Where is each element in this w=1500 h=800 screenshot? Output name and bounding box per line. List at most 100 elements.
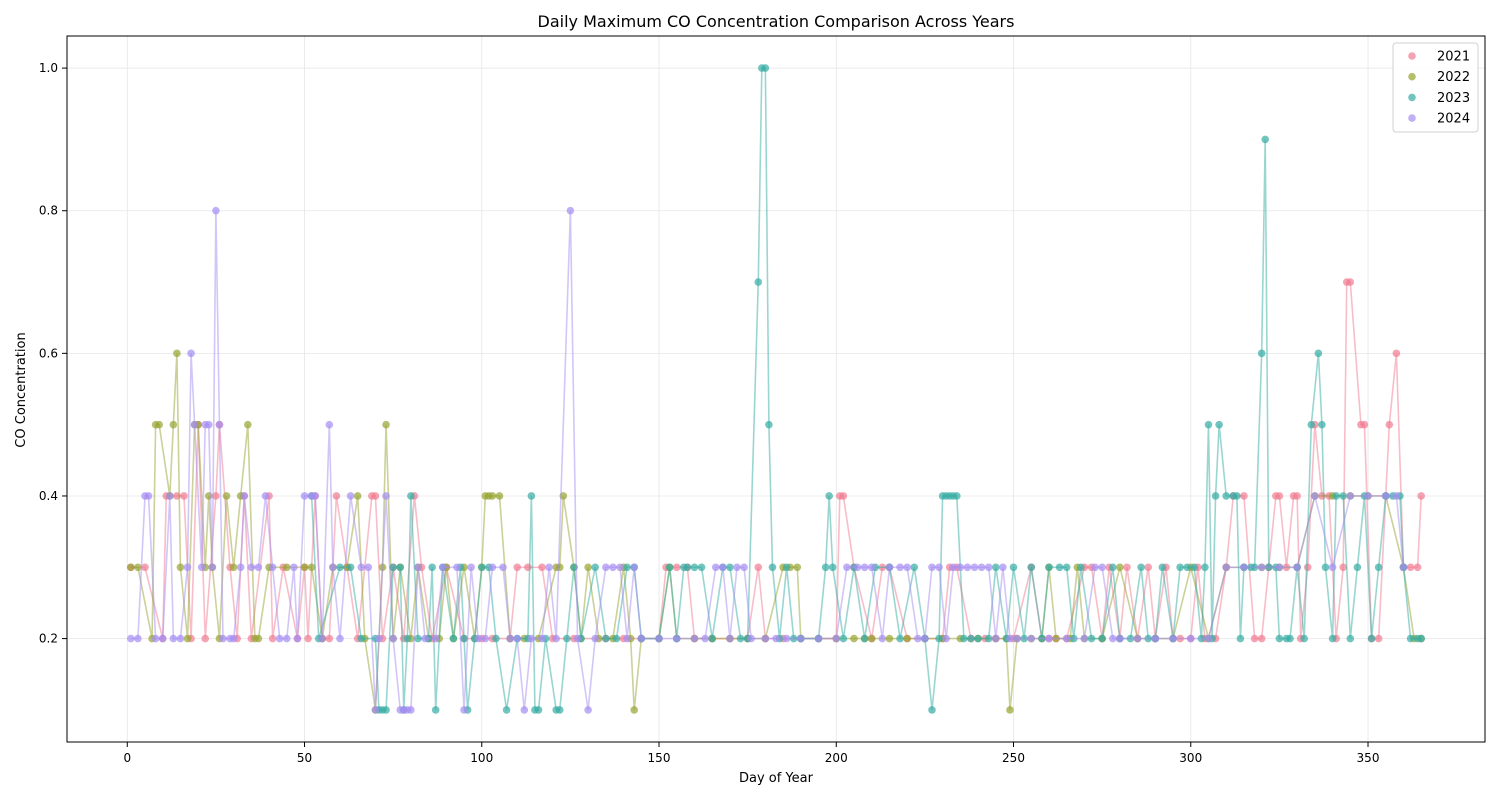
data-point (1293, 563, 1301, 572)
data-point (768, 563, 777, 572)
data-point (970, 563, 979, 572)
legend-box (1392, 42, 1479, 133)
data-point (1417, 492, 1425, 500)
data-point (1346, 634, 1355, 643)
data-point (474, 634, 483, 643)
data-point (1314, 349, 1323, 358)
data-point (555, 563, 564, 572)
data-point (956, 563, 965, 572)
data-point (555, 706, 564, 714)
data-point (711, 563, 720, 572)
data-point (1392, 492, 1401, 500)
data-point (336, 634, 344, 643)
data-point (166, 492, 174, 500)
data-point (201, 634, 210, 643)
data-point (183, 634, 192, 643)
data-point (1204, 634, 1213, 643)
data-point (318, 634, 327, 643)
data-point (431, 634, 440, 643)
data-point (1144, 563, 1153, 572)
data-point (197, 563, 206, 572)
legend-marker (1408, 52, 1416, 60)
data-point (506, 634, 514, 643)
data-point (1275, 634, 1284, 643)
x-tick-label: 200 (825, 751, 848, 765)
data-point (495, 492, 504, 500)
data-point (1307, 420, 1316, 429)
data-point (212, 492, 220, 500)
data-point (1240, 563, 1248, 572)
data-point (1381, 492, 1390, 500)
data-point (896, 563, 904, 572)
data-point (591, 634, 600, 643)
data-point (761, 634, 770, 643)
data-point (524, 563, 532, 572)
data-point (414, 634, 422, 643)
data-point (1087, 634, 1096, 643)
data-point (1392, 349, 1401, 358)
data-point (293, 634, 302, 643)
data-point (346, 492, 355, 500)
data-point (290, 563, 298, 572)
data-point (736, 634, 745, 643)
data-point (236, 563, 245, 572)
data-point (336, 563, 344, 572)
data-point (1364, 492, 1372, 500)
data-point (665, 563, 674, 572)
data-point (173, 349, 181, 358)
data-point (885, 634, 894, 643)
data-point (382, 420, 390, 429)
data-point (1013, 634, 1021, 643)
data-point (1006, 634, 1014, 643)
data-point (428, 563, 436, 572)
data-point (208, 563, 217, 572)
data-point (180, 492, 188, 500)
data-point (591, 563, 600, 572)
data-point (1250, 634, 1259, 643)
data-point (984, 563, 993, 572)
data-point (878, 634, 887, 643)
data-point (977, 563, 986, 572)
data-point (1116, 563, 1124, 572)
data-point (853, 563, 862, 572)
data-point (637, 634, 646, 643)
y-tick-label: 1.0 (39, 61, 58, 75)
legend-marker (1408, 93, 1416, 102)
data-point (1222, 492, 1231, 500)
data-point (1116, 634, 1124, 643)
data-point (1045, 563, 1053, 572)
data-point (1204, 420, 1213, 429)
x-tick-label: 100 (470, 751, 493, 765)
data-point (375, 634, 383, 643)
data-point (1321, 563, 1330, 572)
data-point (169, 420, 178, 429)
data-point (740, 563, 748, 572)
data-point (999, 563, 1007, 572)
data-point (1328, 563, 1337, 572)
data-point (765, 420, 773, 429)
series-line (310, 67, 1422, 711)
data-point (935, 634, 943, 643)
data-point (240, 492, 249, 500)
data-point (151, 634, 160, 643)
legend-marker (1408, 114, 1416, 122)
data-point (492, 634, 500, 643)
data-point (1236, 634, 1245, 643)
data-point (991, 634, 1000, 643)
data-point (1257, 634, 1266, 643)
data-point (1062, 563, 1071, 572)
legend-item: 2023 (1408, 91, 1470, 106)
data-point (127, 634, 135, 643)
data-point (839, 492, 848, 500)
data-point (1374, 563, 1383, 572)
data-point (268, 563, 277, 572)
x-axis: 0 50 100 150 200 250 300 350 (123, 742, 1379, 765)
data-point (282, 563, 291, 572)
data-point (563, 634, 571, 643)
data-point (782, 634, 791, 643)
data-point (254, 563, 263, 572)
data-point (1091, 563, 1099, 572)
data-point (602, 634, 610, 643)
data-point (1240, 492, 1248, 500)
data-point (502, 706, 511, 714)
